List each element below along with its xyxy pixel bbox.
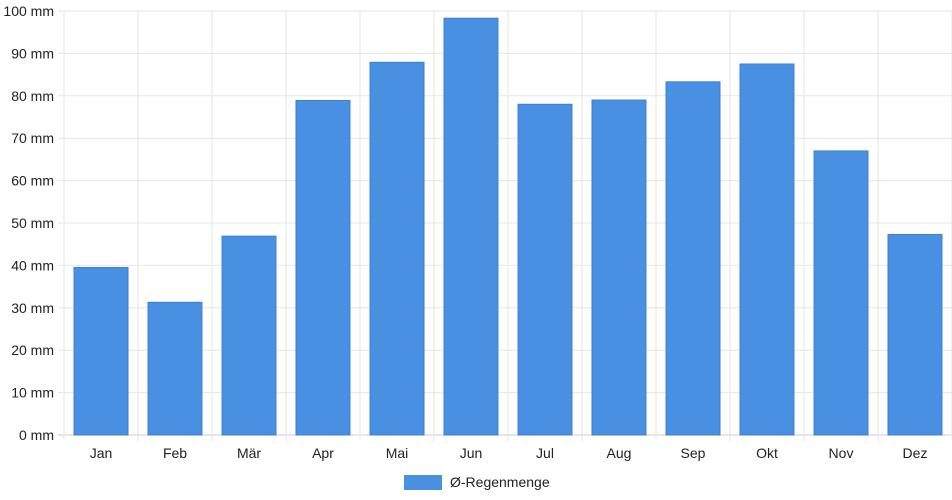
y-tick-label: 40 mm (11, 257, 54, 273)
bar-jun[interactable] (443, 17, 499, 436)
bar-aug[interactable] (591, 99, 647, 436)
y-tick-label: 80 mm (11, 88, 54, 104)
y-tick-label: 10 mm (11, 385, 54, 401)
x-tick-label: Okt (756, 445, 778, 461)
bar-apr[interactable] (295, 99, 351, 436)
x-tick-label: Jan (90, 445, 113, 461)
y-tick-label: 50 mm (11, 215, 54, 231)
x-tick-label: Apr (312, 445, 334, 461)
x-axis-tick-labels: Jan Feb Mär Apr Mai Jun Jul Aug Sep Okt Nov Dez (90, 445, 928, 461)
bar-mai[interactable] (369, 61, 425, 436)
y-tick-label: 30 mm (11, 300, 54, 316)
y-tick-label: 70 mm (11, 130, 54, 146)
x-tick-label: Aug (607, 445, 632, 461)
bar-feb[interactable] (147, 301, 203, 436)
x-tick-label: Nov (829, 445, 854, 461)
x-tick-label: Jul (536, 445, 554, 461)
x-tick-label: Sep (681, 445, 706, 461)
bar-jul[interactable] (517, 103, 573, 436)
legend-swatch[interactable] (404, 475, 442, 490)
x-tick-label: Mai (386, 445, 409, 461)
legend-label[interactable]: Ø-Regenmenge (450, 474, 550, 490)
y-tick-label: 0 mm (19, 427, 54, 443)
bar-nov[interactable] (813, 150, 869, 436)
bar-sep[interactable] (665, 81, 721, 436)
x-tick-label: Dez (903, 445, 928, 461)
bar-dez[interactable] (887, 233, 943, 436)
bar-jan[interactable] (73, 267, 129, 436)
bar-okt[interactable] (739, 63, 795, 436)
x-tick-label: Feb (163, 445, 187, 461)
y-tick-label: 100 mm (3, 3, 54, 19)
bars (73, 17, 943, 436)
y-tick-label: 20 mm (11, 342, 54, 358)
x-tick-label: Mär (237, 445, 261, 461)
x-tick-label: Jun (460, 445, 483, 461)
y-tick-label: 90 mm (11, 45, 54, 61)
legend[interactable]: Ø-Regenmenge (404, 474, 550, 490)
y-tick-label: 60 mm (11, 173, 54, 189)
y-axis-tick-labels: 0 mm 10 mm 20 mm 30 mm 40 mm 50 mm 60 mm 70 mm 8… (3, 3, 54, 443)
bar-mär[interactable] (221, 235, 277, 436)
grid (58, 10, 952, 441)
